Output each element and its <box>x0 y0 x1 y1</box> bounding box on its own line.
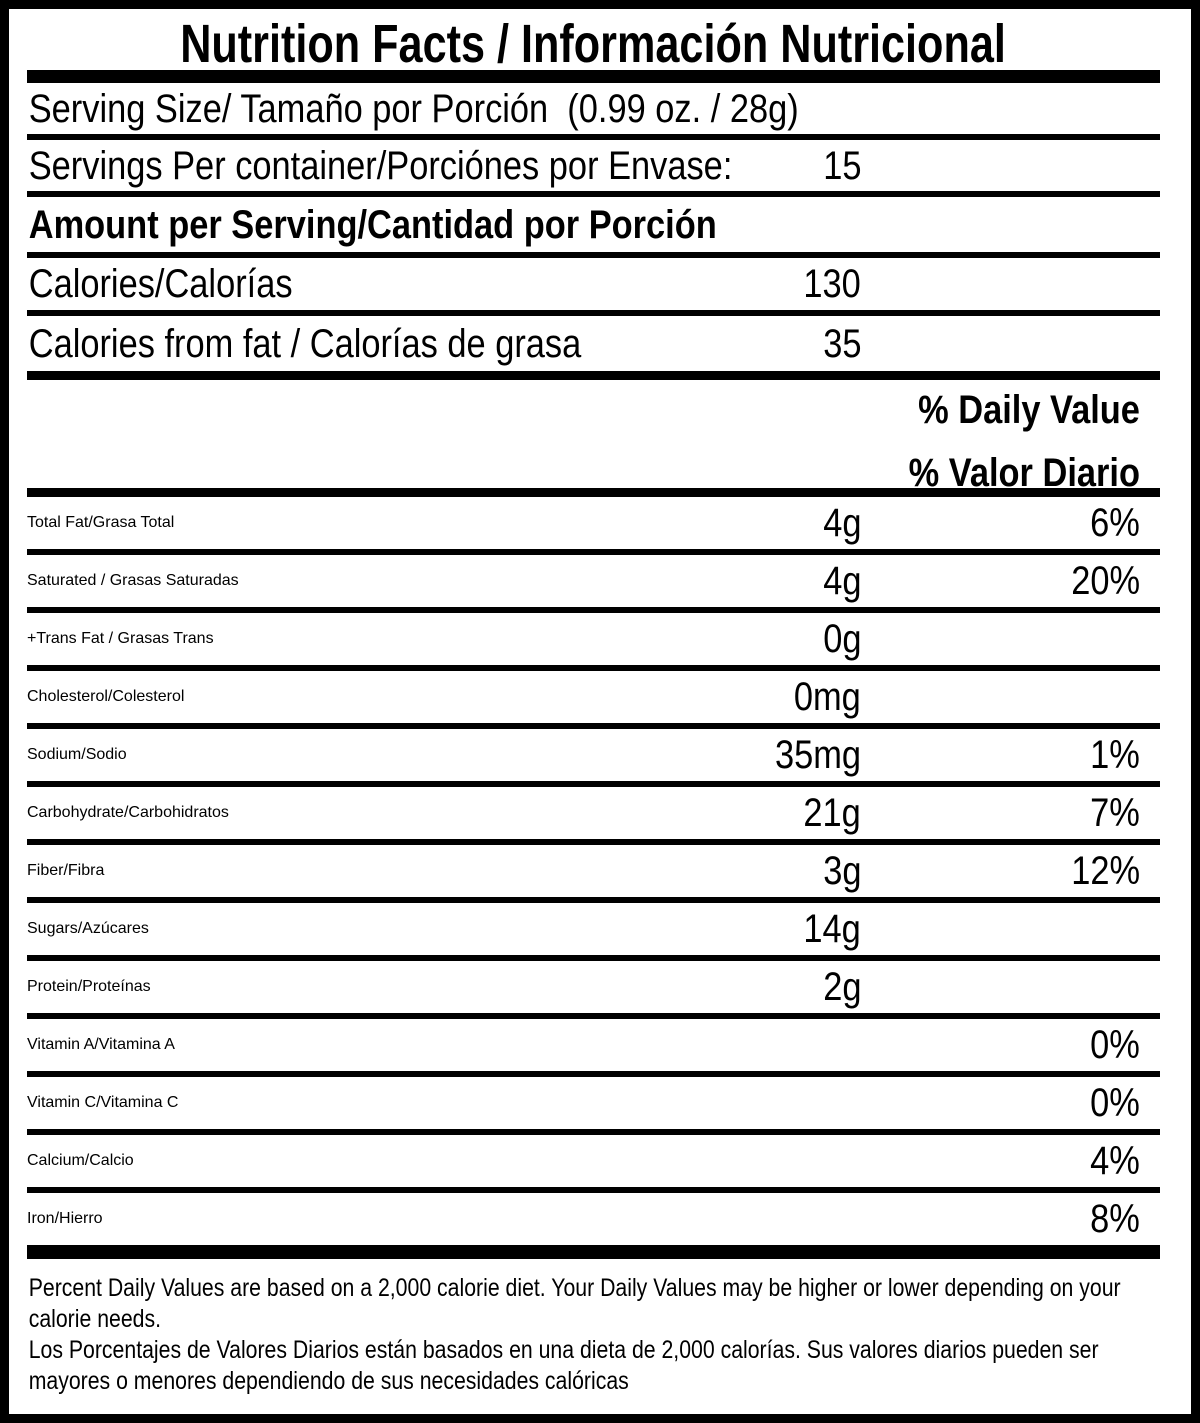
nutrient-row: Protein/Proteínas 2g <box>27 961 1160 1019</box>
label-content: Nutrition Facts / Información Nutriciona… <box>27 9 1160 1414</box>
nutrient-row: Sugars/Azúcares 14g <box>27 903 1160 961</box>
nutrient-row: +Trans Fat / Grasas Trans 0g <box>27 613 1160 671</box>
calories-value: 130 <box>803 262 861 306</box>
nutrient-label: Sugars/Azúcares <box>27 920 149 937</box>
nutrient-row: Saturated / Grasas Saturadas 4g 20% <box>27 555 1160 613</box>
nutrient-dv: 7% <box>1090 791 1140 835</box>
nutrient-row: Total Fat/Grasa Total 4g 6% <box>27 497 1160 555</box>
footnote-en: Percent Daily Values are based on a 2,00… <box>28 1274 1121 1333</box>
nutrient-amount: 3g <box>822 849 861 893</box>
nutrient-row: Vitamin A/Vitamina A 0% <box>27 1019 1160 1077</box>
nutrient-label: Fiber/Fibra <box>27 862 105 879</box>
calories-from-fat-label: Calories from fat / Calorías de grasa <box>28 321 582 366</box>
nutrient-amount: 4g <box>822 559 861 603</box>
servings-per-container-row: Servings Per container/Porciónes por Env… <box>27 140 1160 197</box>
title-divider-bar <box>27 70 1160 83</box>
nutrients-section: Total Fat/Grasa Total 4g 6% Saturated / … <box>27 497 1160 1252</box>
footnote-es: Los Porcentajes de Valores Diarios están… <box>28 1336 1099 1395</box>
nutrient-label: Cholesterol/Colesterol <box>27 688 185 705</box>
nutrient-label: Protein/Proteínas <box>27 978 151 995</box>
nutrient-dv: 1% <box>1090 733 1140 777</box>
nutrient-amount: 2g <box>822 965 861 1009</box>
nutrient-label: Calcium/Calcio <box>27 1152 134 1169</box>
footnotes: Percent Daily Values are based on a 2,00… <box>27 1259 1160 1414</box>
nutrient-dv: 0% <box>1090 1081 1140 1125</box>
nutrient-dv: 12% <box>1071 849 1140 893</box>
nutrient-dv: 0% <box>1090 1023 1140 1067</box>
servings-per-container-label: Servings Per container/Porciónes por Env… <box>28 143 733 188</box>
nutrient-row: Sodium/Sodio 35mg 1% <box>27 729 1160 787</box>
nutrient-amount: 21g <box>803 791 861 835</box>
nutrient-label: Vitamin A/Vitamina A <box>27 1036 175 1053</box>
servings-per-container-value: 15 <box>822 143 861 188</box>
calories-from-fat-value: 35 <box>822 321 861 366</box>
nutrient-dv: 20% <box>1071 559 1140 603</box>
daily-value-header: % Daily Value % Valor Diario <box>27 380 1160 495</box>
serving-size-row: Serving Size/ Tamaño por Porción (0.99 o… <box>27 83 1160 140</box>
amount-per-serving-header: Amount per Serving/Cantidad por Porción <box>28 202 717 247</box>
nutrient-label: Sodium/Sodio <box>27 746 127 763</box>
nutrient-label: Vitamin C/Vitamina C <box>27 1094 179 1111</box>
nutrient-row: Calcium/Calcio 4% <box>27 1135 1160 1193</box>
section-divider-bar <box>27 371 1160 380</box>
nutrient-dv: 4% <box>1090 1139 1140 1183</box>
nutrient-amount: 4g <box>822 501 861 545</box>
nutrient-dv: 6% <box>1090 501 1140 545</box>
nutrient-label: Iron/Hierro <box>27 1210 103 1227</box>
footer-divider-bar <box>27 1252 1160 1259</box>
section-divider-bar <box>27 488 1160 497</box>
label-title-band: Nutrition Facts / Información Nutriciona… <box>27 9 1160 74</box>
nutrient-row: Cholesterol/Colesterol 0mg <box>27 671 1160 729</box>
daily-value-header-es: % Valor Diario <box>908 451 1140 495</box>
nutrient-row: Fiber/Fibra 3g 12% <box>27 845 1160 903</box>
nutrient-row: Vitamin C/Vitamina C 0% <box>27 1077 1160 1135</box>
nutrient-label: +Trans Fat / Grasas Trans <box>27 630 214 647</box>
nutrient-row: Iron/Hierro 8% <box>27 1193 1160 1252</box>
nutrient-amount: 0mg <box>794 675 861 719</box>
calories-from-fat-row: Calories from fat / Calorías de grasa 35 <box>27 316 1160 371</box>
nutrient-amount: 35mg <box>774 733 861 777</box>
nutrient-amount: 14g <box>803 907 861 951</box>
nutrient-amount: 0g <box>822 617 861 661</box>
serving-size-label: Serving Size/ Tamaño por Porción (0.99 o… <box>28 86 799 131</box>
calories-label: Calories/Calorías <box>28 262 293 306</box>
nutrient-label: Saturated / Grasas Saturadas <box>27 572 239 589</box>
calories-row: Calories/Calorías 130 <box>27 258 1160 316</box>
daily-value-header-en: % Daily Value <box>918 388 1140 432</box>
nutrient-label: Carbohydrate/Carbohidratos <box>27 804 229 821</box>
nutrient-dv: 8% <box>1090 1197 1140 1241</box>
nutrient-row: Carbohydrate/Carbohidratos 21g 7% <box>27 787 1160 845</box>
amount-per-serving-header-row: Amount per Serving/Cantidad por Porción <box>27 197 1160 258</box>
label-title: Nutrition Facts / Información Nutriciona… <box>180 14 1007 74</box>
nutrient-label: Total Fat/Grasa Total <box>27 514 175 531</box>
